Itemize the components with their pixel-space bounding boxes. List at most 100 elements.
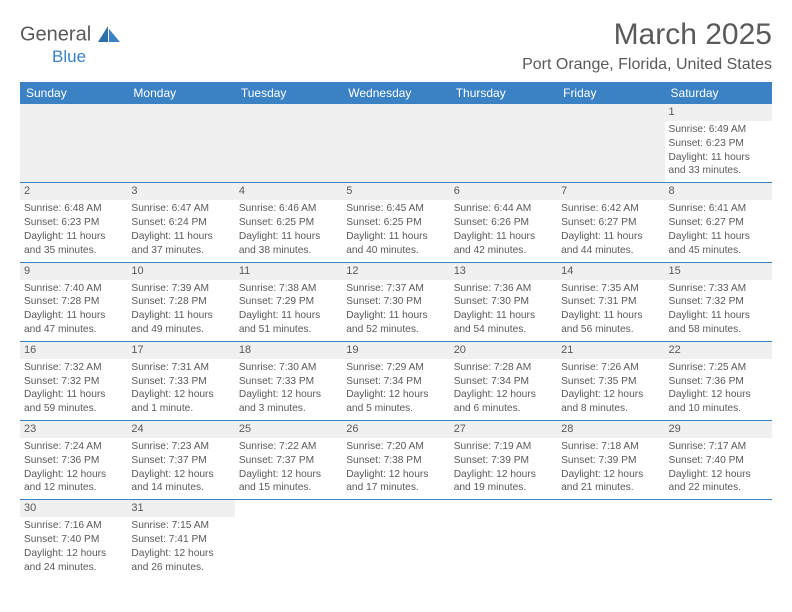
daylight-line: Daylight: 12 hours and 26 minutes.	[131, 547, 230, 575]
calendar-day-cell: 26Sunrise: 7:20 AMSunset: 7:38 PMDayligh…	[342, 421, 449, 500]
calendar-day-cell: 27Sunrise: 7:19 AMSunset: 7:39 PMDayligh…	[450, 421, 557, 500]
day-number: 17	[127, 342, 234, 359]
daylight-line: Daylight: 12 hours and 3 minutes.	[239, 388, 338, 416]
weekday-header: Wednesday	[342, 82, 449, 104]
day-details: Sunrise: 7:38 AMSunset: 7:29 PMDaylight:…	[235, 280, 342, 341]
sunrise-line: Sunrise: 7:25 AM	[669, 361, 768, 375]
sunrise-line: Sunrise: 6:42 AM	[561, 202, 660, 216]
calendar-day-cell: 11Sunrise: 7:38 AMSunset: 7:29 PMDayligh…	[235, 262, 342, 341]
day-details: Sunrise: 7:24 AMSunset: 7:36 PMDaylight:…	[20, 438, 127, 499]
daylight-line: Daylight: 12 hours and 12 minutes.	[24, 468, 123, 496]
calendar-row: 2Sunrise: 6:48 AMSunset: 6:23 PMDaylight…	[20, 183, 772, 262]
sunset-line: Sunset: 6:24 PM	[131, 216, 230, 230]
sunrise-line: Sunrise: 6:47 AM	[131, 202, 230, 216]
calendar-day-cell: 18Sunrise: 7:30 AMSunset: 7:33 PMDayligh…	[235, 341, 342, 420]
sunset-line: Sunset: 7:37 PM	[131, 454, 230, 468]
day-number: 22	[665, 342, 772, 359]
sunset-line: Sunset: 7:36 PM	[669, 375, 768, 389]
calendar-day-cell: 7Sunrise: 6:42 AMSunset: 6:27 PMDaylight…	[557, 183, 664, 262]
day-details: Sunrise: 6:42 AMSunset: 6:27 PMDaylight:…	[557, 200, 664, 261]
title-block: March 2025 Port Orange, Florida, United …	[522, 18, 772, 74]
daylight-line: Daylight: 12 hours and 5 minutes.	[346, 388, 445, 416]
day-number: 1	[665, 104, 772, 121]
day-number: 13	[450, 263, 557, 280]
sunrise-line: Sunrise: 6:45 AM	[346, 202, 445, 216]
calendar-day-cell: 14Sunrise: 7:35 AMSunset: 7:31 PMDayligh…	[557, 262, 664, 341]
calendar-row: 16Sunrise: 7:32 AMSunset: 7:32 PMDayligh…	[20, 341, 772, 420]
month-title: March 2025	[522, 18, 772, 52]
daylight-line: Daylight: 12 hours and 1 minute.	[131, 388, 230, 416]
calendar-day-cell: 28Sunrise: 7:18 AMSunset: 7:39 PMDayligh…	[557, 421, 664, 500]
day-number: 6	[450, 183, 557, 200]
day-number: 3	[127, 183, 234, 200]
day-details: Sunrise: 7:40 AMSunset: 7:28 PMDaylight:…	[20, 280, 127, 341]
day-number: 2	[20, 183, 127, 200]
calendar-day-cell: 19Sunrise: 7:29 AMSunset: 7:34 PMDayligh…	[342, 341, 449, 420]
sunrise-line: Sunrise: 7:15 AM	[131, 519, 230, 533]
calendar-day-cell: 6Sunrise: 6:44 AMSunset: 6:26 PMDaylight…	[450, 183, 557, 262]
daylight-line: Daylight: 12 hours and 15 minutes.	[239, 468, 338, 496]
calendar-day-cell: 29Sunrise: 7:17 AMSunset: 7:40 PMDayligh…	[665, 421, 772, 500]
sunset-line: Sunset: 6:25 PM	[239, 216, 338, 230]
calendar-day-cell: 8Sunrise: 6:41 AMSunset: 6:27 PMDaylight…	[665, 183, 772, 262]
sunset-line: Sunset: 7:39 PM	[561, 454, 660, 468]
calendar-day-cell: 17Sunrise: 7:31 AMSunset: 7:33 PMDayligh…	[127, 341, 234, 420]
calendar-empty-cell	[342, 104, 449, 183]
day-details: Sunrise: 7:30 AMSunset: 7:33 PMDaylight:…	[235, 359, 342, 420]
calendar-row: 9Sunrise: 7:40 AMSunset: 7:28 PMDaylight…	[20, 262, 772, 341]
day-number: 24	[127, 421, 234, 438]
sunset-line: Sunset: 7:41 PM	[131, 533, 230, 547]
daylight-line: Daylight: 11 hours and 33 minutes.	[669, 151, 768, 179]
day-details: Sunrise: 7:36 AMSunset: 7:30 PMDaylight:…	[450, 280, 557, 341]
day-number: 8	[665, 183, 772, 200]
day-number: 30	[20, 500, 127, 517]
calendar-day-cell: 5Sunrise: 6:45 AMSunset: 6:25 PMDaylight…	[342, 183, 449, 262]
day-number: 21	[557, 342, 664, 359]
daylight-line: Daylight: 11 hours and 37 minutes.	[131, 230, 230, 258]
sunrise-line: Sunrise: 7:17 AM	[669, 440, 768, 454]
day-details: Sunrise: 6:45 AMSunset: 6:25 PMDaylight:…	[342, 200, 449, 261]
sunset-line: Sunset: 7:32 PM	[24, 375, 123, 389]
calendar-empty-cell	[235, 104, 342, 183]
sunrise-line: Sunrise: 7:30 AM	[239, 361, 338, 375]
sunset-line: Sunset: 7:40 PM	[669, 454, 768, 468]
sunset-line: Sunset: 6:26 PM	[454, 216, 553, 230]
sunset-line: Sunset: 7:34 PM	[346, 375, 445, 389]
day-number: 10	[127, 263, 234, 280]
sunrise-line: Sunrise: 6:49 AM	[669, 123, 768, 137]
day-details: Sunrise: 7:16 AMSunset: 7:40 PMDaylight:…	[20, 517, 127, 578]
day-details: Sunrise: 7:18 AMSunset: 7:39 PMDaylight:…	[557, 438, 664, 499]
calendar-day-cell: 10Sunrise: 7:39 AMSunset: 7:28 PMDayligh…	[127, 262, 234, 341]
day-number: 26	[342, 421, 449, 438]
sunrise-line: Sunrise: 7:40 AM	[24, 282, 123, 296]
day-details: Sunrise: 6:47 AMSunset: 6:24 PMDaylight:…	[127, 200, 234, 261]
calendar-empty-cell	[557, 104, 664, 183]
daylight-line: Daylight: 12 hours and 8 minutes.	[561, 388, 660, 416]
day-details: Sunrise: 7:25 AMSunset: 7:36 PMDaylight:…	[665, 359, 772, 420]
day-details: Sunrise: 7:28 AMSunset: 7:34 PMDaylight:…	[450, 359, 557, 420]
sunset-line: Sunset: 7:35 PM	[561, 375, 660, 389]
day-details: Sunrise: 7:20 AMSunset: 7:38 PMDaylight:…	[342, 438, 449, 499]
day-details: Sunrise: 7:32 AMSunset: 7:32 PMDaylight:…	[20, 359, 127, 420]
day-details: Sunrise: 7:26 AMSunset: 7:35 PMDaylight:…	[557, 359, 664, 420]
calendar-day-cell: 25Sunrise: 7:22 AMSunset: 7:37 PMDayligh…	[235, 421, 342, 500]
daylight-line: Daylight: 11 hours and 56 minutes.	[561, 309, 660, 337]
day-number: 4	[235, 183, 342, 200]
weekday-header: Monday	[127, 82, 234, 104]
day-number: 25	[235, 421, 342, 438]
daylight-line: Daylight: 11 hours and 58 minutes.	[669, 309, 768, 337]
daylight-line: Daylight: 12 hours and 17 minutes.	[346, 468, 445, 496]
weekday-header: Sunday	[20, 82, 127, 104]
day-number: 19	[342, 342, 449, 359]
calendar-day-cell: 24Sunrise: 7:23 AMSunset: 7:37 PMDayligh…	[127, 421, 234, 500]
sunset-line: Sunset: 7:33 PM	[131, 375, 230, 389]
header: General Blue March 2025 Port Orange, Flo…	[20, 18, 772, 74]
logo-text-main: General	[20, 24, 91, 46]
daylight-line: Daylight: 11 hours and 49 minutes.	[131, 309, 230, 337]
calendar-empty-cell	[557, 500, 664, 579]
sunrise-line: Sunrise: 7:26 AM	[561, 361, 660, 375]
daylight-line: Daylight: 12 hours and 22 minutes.	[669, 468, 768, 496]
daylight-line: Daylight: 11 hours and 44 minutes.	[561, 230, 660, 258]
calendar-day-cell: 2Sunrise: 6:48 AMSunset: 6:23 PMDaylight…	[20, 183, 127, 262]
day-details: Sunrise: 7:17 AMSunset: 7:40 PMDaylight:…	[665, 438, 772, 499]
